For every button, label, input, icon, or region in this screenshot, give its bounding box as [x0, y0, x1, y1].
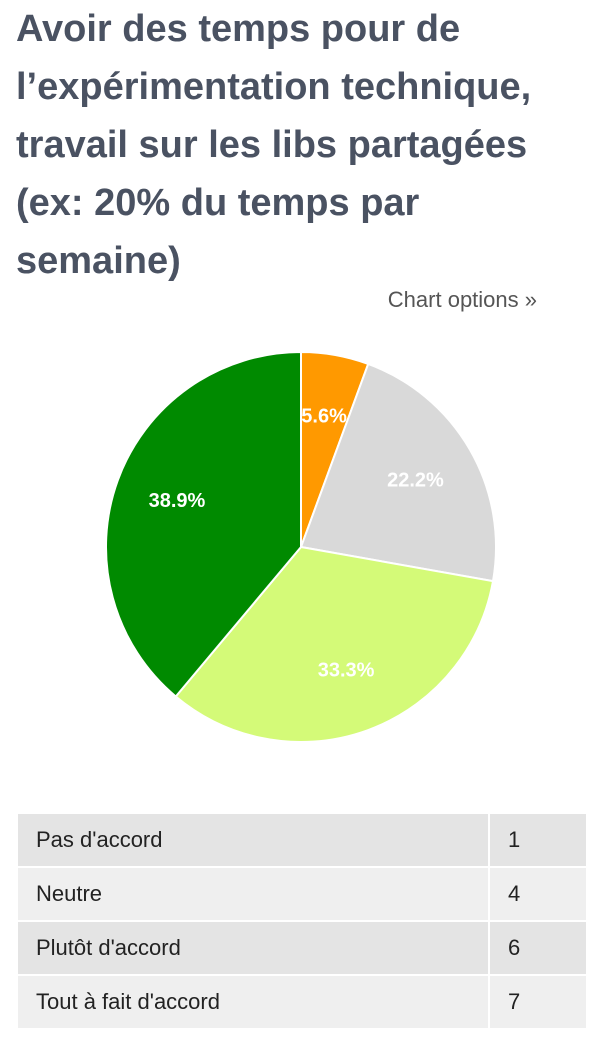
category-cell: Pas d'accord: [16, 812, 490, 868]
count-cell: 7: [488, 974, 588, 1030]
table-row: Neutre 4: [16, 866, 588, 922]
pie-chart: 5.6% 22.2% 33.3% 38.9%: [105, 350, 497, 743]
category-cell: Neutre: [16, 866, 490, 922]
count-cell: 6: [488, 920, 588, 976]
slice-label: 22.2%: [387, 470, 444, 492]
table-row: Tout à fait d'accord 7: [16, 974, 588, 1030]
chart-options-link[interactable]: Chart options »: [387, 287, 537, 312]
data-table: Pas d'accord 1 Neutre 4 Plutôt d'accord 6 Tout…: [16, 812, 588, 1030]
count-cell: 1: [488, 812, 588, 868]
table-row: Pas d'accord 1: [16, 812, 588, 868]
category-cell: Tout à fait d'accord: [16, 974, 490, 1030]
pie-slice: [299, 362, 497, 583]
slice-label: 5.6%: [301, 405, 347, 427]
pie-slice: [174, 545, 495, 743]
pie-slice: [105, 350, 302, 698]
table-row: Plutôt d'accord 6: [16, 920, 588, 976]
count-cell: 4: [488, 866, 588, 922]
slice-label: 33.3%: [318, 659, 375, 681]
slice-label: 38.9%: [149, 490, 206, 512]
chart-title: Avoir des temps pour de l’expérimentatio…: [16, 8, 532, 282]
category-cell: Plutôt d'accord: [16, 920, 490, 976]
